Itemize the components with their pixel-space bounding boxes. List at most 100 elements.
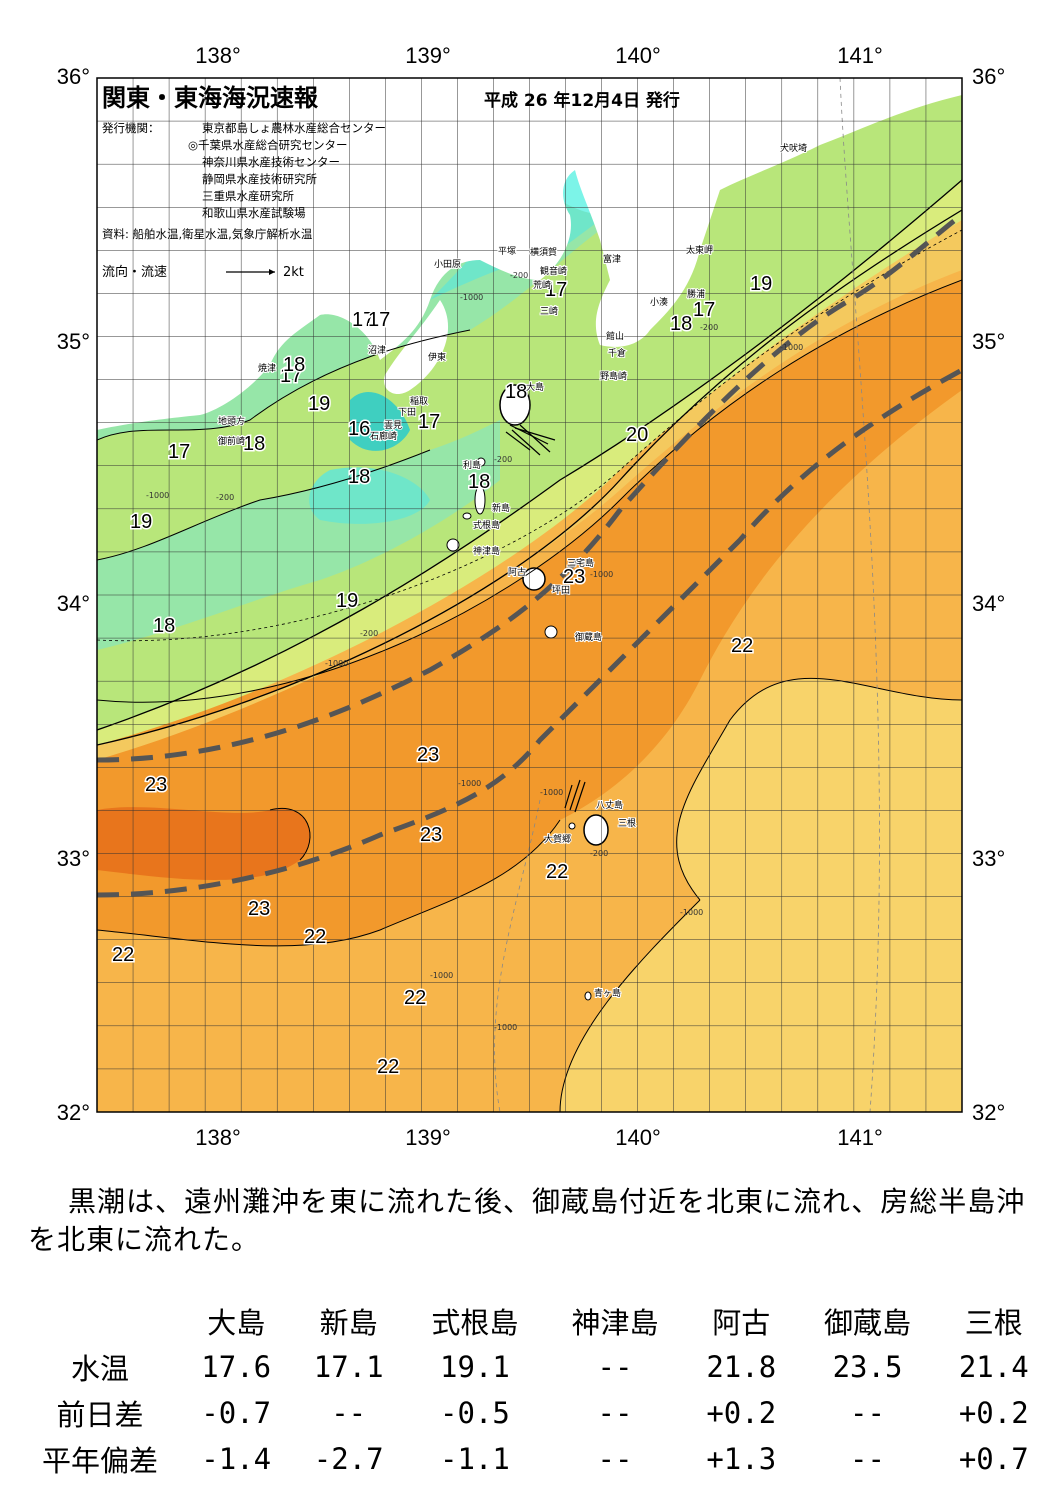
lat-label: 35°: [972, 329, 1005, 354]
current-arrows: [505, 424, 586, 813]
table-cell: 21.8: [706, 1350, 777, 1384]
place-label: 石廊崎: [370, 430, 397, 442]
depth-label: -200: [510, 271, 528, 280]
isotherm-label: 19: [750, 273, 772, 295]
lat-label: 35°: [57, 329, 90, 354]
place-label: 下田: [398, 407, 416, 418]
isotherm-label: 19: [308, 393, 330, 415]
column-header: 御蔵島: [824, 1306, 912, 1340]
depth-label: -1000: [325, 659, 348, 668]
place-label: 伊東: [428, 351, 446, 363]
place-label: 犬吠埼: [780, 142, 807, 154]
lon-label: 139°: [405, 43, 451, 68]
depth-label: -1000: [590, 570, 613, 579]
depth-label: -1000: [458, 779, 481, 788]
place-label: 太東岬: [686, 244, 713, 256]
place-label: 神津島: [473, 545, 500, 557]
issuer-name: 神奈川県水産技術センター: [202, 155, 340, 169]
table-cell: --: [597, 1442, 633, 1476]
isotherm-label: 22: [304, 926, 326, 948]
place-label: 小田原: [434, 259, 461, 270]
place-label: 館山: [606, 330, 624, 342]
table-cell: --: [850, 1442, 885, 1476]
isotherm-label: 23: [417, 744, 439, 766]
place-label: 三崎: [540, 305, 558, 317]
lat-label: 34°: [972, 591, 1005, 616]
table-cell: +0.2: [706, 1396, 777, 1430]
map-frame: [96, 77, 963, 1113]
place-label: 富津: [603, 253, 621, 265]
table-cell: --: [597, 1350, 633, 1384]
column-header: 神津島: [571, 1306, 659, 1340]
isotherm-label: 17: [168, 441, 190, 463]
kuroshio-axis: [97, 212, 962, 898]
depth-label: -1000: [460, 293, 483, 302]
depth-label: -1000: [540, 788, 563, 797]
sea-temperature-map: 138° 139° 140° 141° 138° 139° 140° 141° …: [57, 43, 1006, 1150]
lon-axis-bottom: 138° 139° 140° 141°: [195, 1125, 883, 1150]
lat-label: 36°: [57, 64, 90, 89]
lon-label: 140°: [615, 1125, 661, 1150]
lat-axis-right: 36° 35° 34° 33° 32°: [972, 64, 1005, 1125]
isotherm-label: 17: [368, 309, 390, 331]
column-header: 阿古: [712, 1306, 771, 1340]
place-label: 横須賀: [530, 246, 557, 258]
place-label: 三宅島: [567, 557, 594, 569]
isotherm-label: 23: [563, 566, 585, 588]
table-row: 平年偏差 -1.4 -2.7 -1.1 -- +1.3 -- +0.7: [20, 1436, 1050, 1482]
place-names: 小田原 平塚 横須賀 観音崎 富津 荒崎 三崎 太東岬 小湊 勝浦 館山 千倉 …: [217, 141, 808, 1000]
summary-text: 黒潮は、遠州灘沖を東に流れた後、御蔵島付近を北東に流れ、房総半島沖を北東に流れた…: [28, 1185, 1026, 1256]
depth-label: -1000: [430, 971, 453, 980]
depth-label: -1000: [146, 491, 169, 500]
table-cell: --: [850, 1396, 885, 1430]
isotherm-label: 17: [545, 279, 567, 301]
table-row: 前日差 -0.7 -- -0.5 -- +0.2 -- +0.2: [20, 1390, 1050, 1436]
isotherm-label: 18: [468, 471, 490, 493]
table-cell: -0.7: [201, 1396, 272, 1430]
map-header: 関東・東海海況速報 平成 26 年12月4日 発行 発行機関： 東京都島しょ農林…: [102, 84, 680, 280]
place-label: 平塚: [498, 246, 516, 257]
isotherm-label: 17: [418, 411, 440, 433]
isotherm-label: 18: [348, 466, 370, 488]
depth-label: -1000: [494, 1023, 517, 1032]
depth-label: -200: [216, 493, 234, 502]
table-cell: 19.1: [439, 1350, 510, 1384]
place-label: 三根: [618, 817, 636, 829]
arrow-head-icon: [269, 269, 275, 275]
row-header: 前日差: [56, 1398, 144, 1432]
place-label: 青ヶ島: [594, 987, 621, 999]
issuer-label: 発行機関：: [102, 121, 160, 135]
table-cell: -2.7: [313, 1442, 384, 1476]
place-label: 稲取: [410, 395, 428, 407]
place-label: 観音崎: [540, 265, 567, 277]
row-header: 平年偏差: [41, 1444, 158, 1478]
place-label: 八丈島: [596, 799, 623, 811]
column-header: 新島: [319, 1306, 378, 1340]
place-label: 荒崎: [533, 279, 551, 291]
table-cell: -1.4: [201, 1442, 272, 1476]
isotherm-label: 17: [352, 309, 374, 331]
lon-label: 141°: [837, 43, 883, 68]
depth-labels: -200 -1000 -1000 -200 -200 -200 -1000 -1…: [146, 271, 803, 1032]
isotherm-label: 18: [243, 433, 265, 455]
depth-label: -1000: [780, 343, 803, 352]
issuer-name: 和歌山県水産試験場: [202, 206, 306, 220]
table-row: 水温 17.6 17.1 19.1 -- 21.8 23.5 21.4: [20, 1344, 1050, 1390]
table-header-row: 大島 新島 式根島 神津島 阿古 御蔵島 三根: [20, 1298, 1050, 1344]
issuer-name: 静岡県水産技術研究所: [202, 172, 317, 186]
map-title: 関東・東海海況速報: [102, 84, 319, 112]
lon-axis-top: 138° 139° 140° 141°: [195, 43, 883, 68]
isotherm-label: 18: [670, 313, 692, 335]
lat-label: 32°: [972, 1100, 1005, 1125]
flow-legend-unit: 2kt: [283, 265, 304, 280]
lon-label: 138°: [195, 43, 241, 68]
table-cell: +0.2: [958, 1396, 1029, 1430]
place-label: 勝浦: [687, 288, 705, 300]
isotherm-label: 23: [420, 824, 442, 846]
place-label: 大島: [526, 381, 544, 393]
lat-label: 33°: [57, 846, 90, 871]
isotherm-label: 22: [546, 861, 568, 883]
observation-table: 大島 新島 式根島 神津島 阿古 御蔵島 三根 水温 17.6 17.1 19.…: [20, 1298, 1050, 1482]
isotherm-label: 22: [731, 635, 753, 657]
isotherm-label: 19: [130, 511, 152, 533]
